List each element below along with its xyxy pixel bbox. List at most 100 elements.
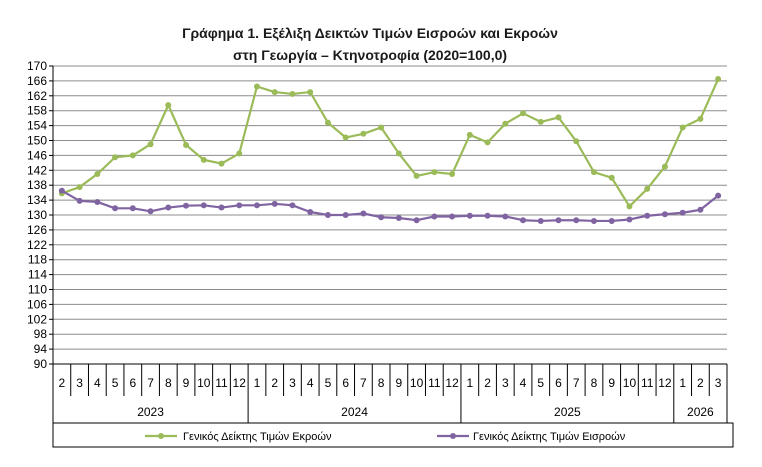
y-tick-label: 134	[27, 193, 47, 207]
x-tick-label: 8	[378, 376, 385, 390]
x-tick-label: 2	[697, 376, 704, 390]
data-point	[555, 217, 562, 224]
x-tick-label: 10	[410, 376, 424, 390]
y-tick-label: 170	[27, 59, 47, 73]
y-tick-label: 138	[27, 178, 47, 192]
data-point	[94, 198, 101, 205]
data-point	[395, 150, 402, 157]
data-point	[342, 212, 349, 218]
legend-swatch-marker	[158, 433, 164, 439]
data-point	[715, 192, 722, 199]
data-point	[342, 134, 349, 141]
x-tick-label: 10	[197, 376, 211, 390]
data-point	[520, 110, 527, 117]
x-tick-label: 2	[484, 376, 491, 390]
x-tick-label: 1	[679, 376, 686, 390]
data-point	[537, 118, 544, 125]
year-label: 2025	[554, 405, 581, 419]
data-point	[413, 217, 420, 224]
data-point	[307, 209, 314, 216]
y-tick-label: 94	[34, 342, 48, 356]
x-tick-label: 7	[147, 376, 154, 390]
data-point	[129, 205, 136, 212]
data-point	[218, 160, 225, 167]
y-tick-label: 122	[27, 238, 47, 252]
data-point	[236, 150, 243, 157]
data-point	[378, 214, 385, 221]
x-tick-label: 6	[342, 376, 349, 390]
y-tick-label: 110	[28, 283, 47, 297]
x-tick-label: 4	[94, 376, 101, 390]
x-tick-label: 3	[289, 376, 296, 390]
y-tick-label: 154	[27, 119, 47, 133]
x-tick-label: 8	[591, 376, 598, 390]
legend-label: Γενικός Δείκτης Τιμών Εισροών	[473, 431, 626, 443]
data-point	[626, 216, 633, 223]
data-point	[289, 90, 296, 97]
data-point	[573, 217, 580, 224]
data-point	[76, 197, 83, 204]
year-label: 2024	[341, 405, 368, 419]
y-tick-label: 98	[34, 327, 48, 341]
x-tick-label: 2	[59, 376, 66, 390]
x-tick-label: 12	[445, 376, 459, 390]
x-tick-label: 4	[307, 376, 314, 390]
x-tick-label: 3	[715, 376, 722, 390]
gridlines	[53, 65, 727, 365]
x-tick-label: 10	[623, 376, 637, 390]
data-point	[449, 213, 456, 220]
x-tick-label: 1	[466, 376, 473, 390]
x-tick-label: 7	[360, 376, 367, 390]
data-point	[484, 212, 491, 219]
data-point	[431, 213, 438, 220]
x-tick-label: 1	[254, 376, 261, 390]
data-point	[644, 185, 651, 192]
data-point	[378, 124, 385, 131]
data-point	[573, 138, 580, 145]
chart-title: Γράφημα 1. Εξέλιξη Δεικτών Τιμών Εισροών…	[182, 25, 558, 41]
data-point	[395, 214, 402, 221]
legend-swatch-marker	[450, 433, 456, 439]
data-point	[449, 171, 456, 178]
y-tick-label: 114	[28, 268, 47, 282]
y-tick-label: 126	[27, 223, 47, 237]
data-point	[200, 202, 207, 209]
data-point	[661, 163, 668, 170]
data-point	[679, 124, 686, 131]
x-tick-label: 11	[428, 376, 441, 390]
chart-subtitle: στη Γεωργία – Κτηνοτροφία (2020=100,0)	[233, 47, 507, 63]
x-tick-label: 4	[520, 376, 527, 390]
x-tick-label: 12	[658, 376, 672, 390]
x-tick-label: 5	[112, 376, 119, 390]
x-tick-label: 7	[573, 376, 580, 390]
data-point	[307, 89, 314, 96]
data-point	[253, 202, 260, 209]
data-point	[58, 187, 65, 194]
data-point	[520, 217, 527, 224]
data-point	[431, 169, 438, 176]
data-point	[129, 152, 136, 159]
y-tick-label: 106	[27, 297, 47, 311]
x-tick-label: 9	[608, 376, 615, 390]
data-point	[360, 130, 367, 137]
data-point	[484, 139, 491, 146]
data-point	[715, 76, 722, 83]
data-point	[644, 212, 651, 219]
data-point	[165, 102, 172, 109]
x-tick-label: 3	[76, 376, 83, 390]
data-point	[502, 120, 509, 127]
y-axis: 9094981021061101141181221261301341381421…	[27, 59, 54, 371]
x-tick-label: 3	[502, 376, 509, 390]
y-tick-label: 166	[27, 74, 47, 88]
data-point	[413, 172, 420, 179]
data-point	[112, 154, 119, 161]
y-tick-label: 90	[34, 357, 48, 371]
data-point	[289, 202, 296, 209]
data-point	[466, 131, 473, 138]
legend: Γενικός Δείκτης Τιμών Εκροών Γενικός Δείκ…	[52, 422, 734, 448]
y-tick-label: 158	[27, 104, 47, 118]
data-point	[608, 217, 615, 224]
legend-label: Γενικός Δείκτης Τιμών Εκροών	[183, 431, 332, 443]
x-tick-label: 5	[325, 376, 332, 390]
data-point	[183, 202, 190, 209]
